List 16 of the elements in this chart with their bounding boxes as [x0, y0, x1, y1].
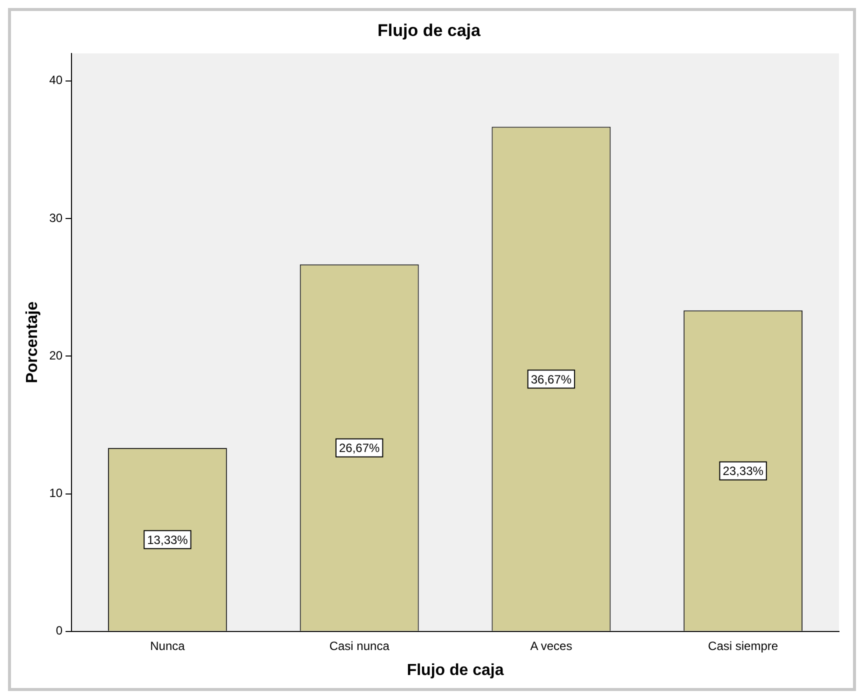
x-tick-label: Casi nunca: [329, 638, 390, 653]
data-label: 26,67%: [338, 441, 380, 456]
x-tick-label: Casi siempre: [708, 638, 778, 653]
chart-title: Flujo de caja: [378, 20, 482, 40]
y-tick-label: 30: [49, 210, 63, 225]
data-label: 36,67%: [530, 372, 572, 386]
y-tick-label: 40: [49, 73, 63, 88]
y-tick-label: 10: [49, 486, 63, 500]
y-axis-title: Porcentaje: [24, 301, 42, 384]
x-tick-label: Nunca: [150, 638, 186, 653]
x-tick-label: A veces: [530, 638, 572, 653]
x-axis-title: Flujo de caja: [406, 662, 504, 679]
y-tick-label: 20: [49, 348, 63, 362]
data-label: 23,33%: [722, 464, 764, 478]
y-tick-label: 0: [56, 624, 63, 638]
data-label: 13,33%: [147, 532, 188, 547]
